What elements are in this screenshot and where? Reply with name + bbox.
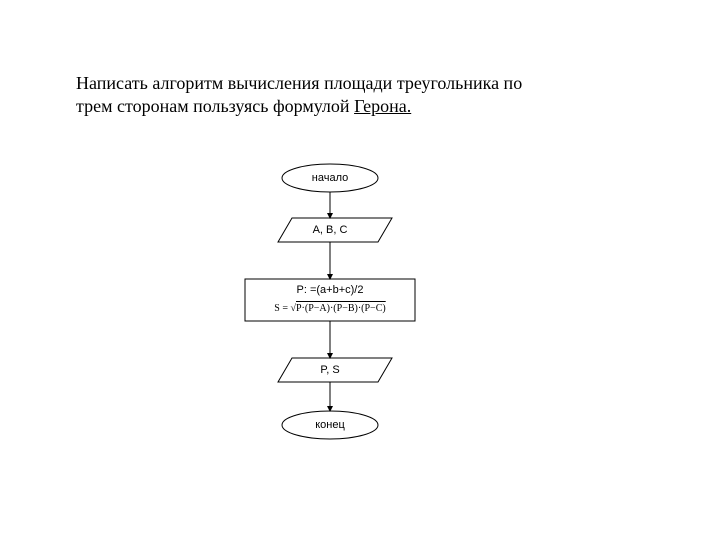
node-process-label2: S = √P·(P−A)·(P−B)·(P−C) <box>274 303 385 314</box>
node-process-label1: P: =(a+b+c)/2 <box>297 284 364 296</box>
node-output-label: P, S <box>320 364 339 376</box>
node-input-label: A, B, C <box>313 224 348 236</box>
node-start-label: начало <box>312 172 348 184</box>
node-end-label: конец <box>315 419 345 431</box>
flowchart-svg: начало A, B, C P: =(a+b+c)/2 S = √P·(P−A… <box>0 0 720 540</box>
